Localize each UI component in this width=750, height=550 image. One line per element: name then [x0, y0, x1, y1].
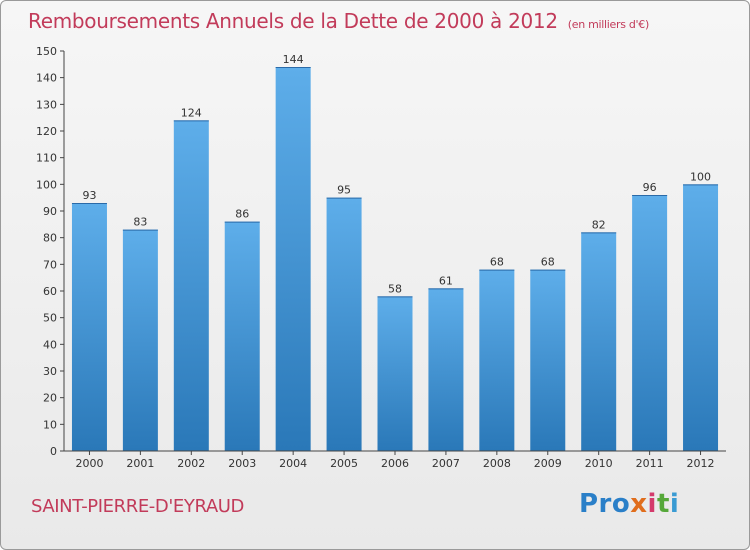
bars-group: 93 83 124 86 144 95 58 61 68 68 82 96 100 — [71, 53, 719, 452]
data-label: 68 — [490, 256, 504, 269]
data-label: 61 — [439, 274, 453, 287]
bar — [377, 296, 413, 451]
y-tick-label: 30 — [43, 365, 57, 378]
x-tick-label: 2003 — [228, 457, 256, 470]
bar — [326, 197, 362, 451]
y-tick-label: 150 — [36, 45, 57, 58]
commune-name: SAINT-PIERRE-D'EYRAUD — [31, 496, 245, 517]
x-tick-label: 2009 — [534, 457, 562, 470]
bar — [479, 269, 515, 451]
data-label: 100 — [690, 170, 711, 183]
data-label: 144 — [283, 53, 304, 66]
y-tick-label: 50 — [43, 312, 57, 325]
bar — [428, 288, 464, 451]
bar — [71, 203, 107, 451]
x-tick-label: 2006 — [381, 457, 409, 470]
logo-part-3: i — [647, 489, 657, 519]
y-tick-label: 80 — [43, 232, 57, 245]
y-tick-label: 140 — [36, 72, 57, 85]
data-label: 124 — [181, 106, 202, 119]
data-label: 96 — [643, 181, 657, 194]
bar — [122, 229, 158, 451]
x-tick-label: 2012 — [687, 457, 715, 470]
data-label: 82 — [592, 218, 606, 231]
y-tick-label: 120 — [36, 125, 57, 138]
bar — [632, 195, 668, 451]
data-label: 68 — [541, 256, 555, 269]
y-tick-label: 20 — [43, 392, 57, 405]
y-tick-label: 60 — [43, 285, 57, 298]
logo-part-1: Pro — [579, 489, 631, 519]
logo-part-2: x — [630, 489, 648, 519]
chart-subtitle: (en milliers d'€) — [567, 18, 649, 31]
bar — [530, 269, 566, 451]
y-tick-label: 70 — [43, 258, 57, 271]
y-tick-label: 130 — [36, 98, 57, 111]
x-tick-label: 2008 — [483, 457, 511, 470]
logo-part-5: i — [669, 489, 680, 519]
logo-part-4: t — [656, 489, 670, 519]
x-tick-label: 2007 — [432, 457, 460, 470]
axes-group: 0 10 20 30 40 50 60 70 80 90 100 110 120 130 140 150 200… — [36, 45, 726, 470]
bar — [224, 221, 260, 451]
bar — [683, 184, 719, 452]
bar — [173, 120, 209, 451]
data-label: 95 — [337, 184, 351, 197]
x-tick-label: 2004 — [279, 457, 307, 470]
data-label: 86 — [235, 208, 249, 221]
bar — [581, 232, 617, 451]
x-tick-label: 2011 — [636, 457, 664, 470]
bar — [275, 67, 311, 451]
data-label: 83 — [133, 216, 147, 229]
x-tick-label: 2001 — [126, 457, 154, 470]
y-tick-label: 40 — [43, 338, 57, 351]
chart-title: Remboursements Annuels de la Dette de 20… — [28, 9, 649, 33]
proxiti-logo[interactable]: Proxiti — [579, 489, 679, 519]
data-label: 58 — [388, 282, 402, 295]
x-tick-label: 2002 — [177, 457, 205, 470]
x-tick-label: 2005 — [330, 457, 358, 470]
x-tick-label: 2010 — [585, 457, 613, 470]
y-tick-label: 10 — [43, 418, 57, 431]
y-tick-label: 100 — [36, 178, 57, 191]
y-tick-label: 0 — [50, 445, 57, 458]
y-tick-label: 110 — [36, 152, 57, 165]
y-tick-label: 90 — [43, 205, 57, 218]
data-label: 93 — [82, 189, 96, 202]
x-tick-label: 2000 — [75, 457, 103, 470]
